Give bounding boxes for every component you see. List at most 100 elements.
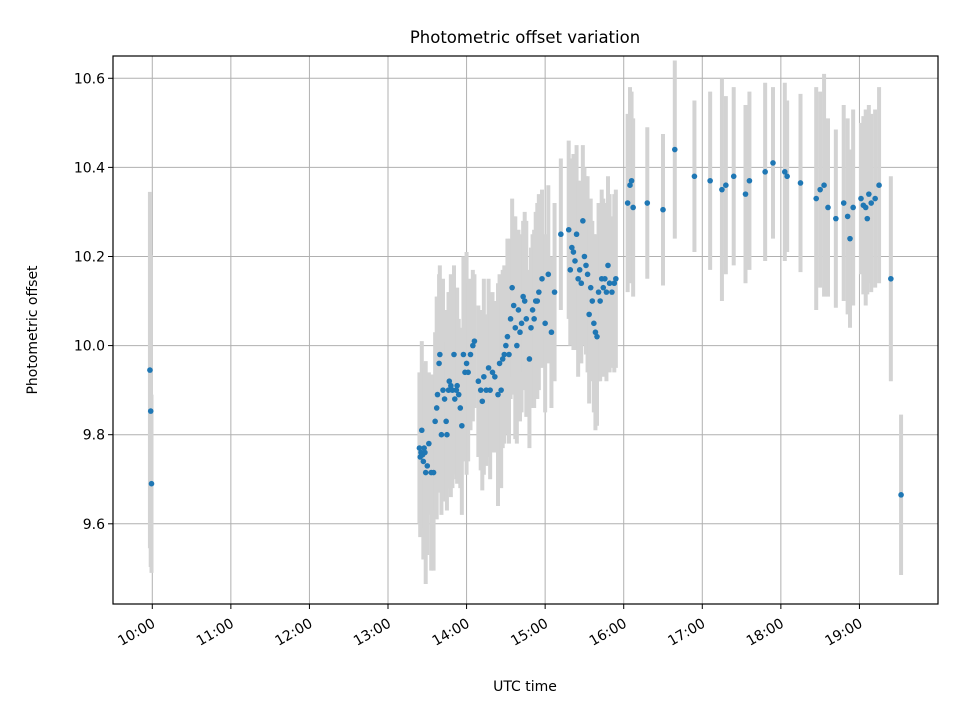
data-point bbox=[528, 324, 534, 331]
data-point bbox=[813, 195, 820, 202]
data-point bbox=[558, 231, 564, 238]
y-tick-label: 10.2 bbox=[74, 249, 105, 265]
data-point bbox=[498, 387, 504, 393]
data-point bbox=[416, 445, 423, 451]
data-point bbox=[605, 262, 611, 269]
data-points bbox=[147, 146, 904, 498]
data-point bbox=[644, 200, 651, 206]
data-point bbox=[422, 449, 428, 456]
data-point bbox=[479, 398, 486, 405]
data-point bbox=[523, 316, 530, 322]
data-point bbox=[723, 182, 729, 189]
data-point bbox=[840, 200, 847, 206]
data-point bbox=[499, 356, 506, 362]
data-point bbox=[539, 275, 545, 282]
data-point bbox=[606, 280, 613, 287]
data-point bbox=[589, 298, 596, 304]
data-point bbox=[570, 249, 577, 255]
data-point bbox=[514, 342, 520, 349]
data-point bbox=[443, 418, 449, 425]
data-point bbox=[898, 492, 904, 498]
data-point bbox=[446, 378, 453, 385]
data-point bbox=[536, 289, 542, 295]
data-point bbox=[572, 258, 578, 264]
data-point bbox=[467, 351, 474, 358]
data-point bbox=[503, 342, 509, 349]
data-point bbox=[592, 329, 599, 336]
data-point bbox=[477, 387, 484, 393]
data-point bbox=[147, 408, 154, 414]
data-point bbox=[847, 235, 853, 242]
data-point bbox=[762, 169, 768, 175]
data-point bbox=[707, 177, 713, 184]
data-point bbox=[422, 469, 429, 476]
data-point bbox=[449, 387, 456, 393]
data-point bbox=[825, 204, 831, 211]
data-point bbox=[147, 367, 153, 373]
data-point bbox=[470, 342, 476, 349]
data-point bbox=[781, 169, 788, 175]
data-point bbox=[821, 182, 827, 189]
data-point bbox=[451, 351, 457, 358]
data-point bbox=[628, 177, 635, 184]
data-point bbox=[430, 469, 437, 476]
data-point bbox=[565, 226, 572, 233]
data-point bbox=[510, 302, 517, 309]
data-point bbox=[434, 391, 441, 398]
data-point bbox=[691, 173, 698, 180]
data-point bbox=[471, 338, 478, 344]
data-point bbox=[507, 316, 514, 322]
data-point bbox=[455, 391, 462, 398]
data-point bbox=[485, 365, 492, 371]
data-point bbox=[627, 182, 633, 189]
data-point bbox=[521, 298, 528, 304]
data-point bbox=[575, 275, 581, 282]
data-point bbox=[440, 387, 446, 393]
y-tick-label: 10.0 bbox=[74, 339, 105, 355]
data-point bbox=[844, 213, 851, 220]
data-point bbox=[573, 231, 580, 238]
data-point bbox=[489, 369, 496, 376]
data-point bbox=[483, 387, 490, 393]
data-point bbox=[742, 191, 749, 197]
data-point bbox=[515, 307, 522, 313]
data-point bbox=[445, 387, 452, 393]
plot-frame bbox=[112, 55, 939, 605]
y-tick-label: 9.8 bbox=[83, 428, 105, 444]
data-point bbox=[457, 405, 464, 411]
data-point bbox=[730, 173, 737, 180]
y-tick-label: 10.4 bbox=[74, 160, 105, 176]
data-point bbox=[531, 316, 537, 322]
data-point bbox=[613, 275, 619, 282]
chart-title: Photometric offset variation bbox=[410, 28, 640, 47]
data-point bbox=[876, 182, 882, 189]
data-point bbox=[746, 177, 753, 184]
data-point bbox=[542, 320, 548, 327]
data-point bbox=[534, 298, 541, 304]
data-point bbox=[465, 369, 471, 376]
data-point bbox=[862, 204, 869, 211]
data-point bbox=[584, 271, 591, 278]
data-point bbox=[520, 293, 526, 300]
y-axis: 9.6 9.8 10.0 10.2 10.4 10.6 bbox=[74, 71, 113, 533]
data-point bbox=[459, 422, 465, 429]
data-point bbox=[421, 445, 427, 451]
data-point bbox=[597, 298, 603, 304]
data-point bbox=[501, 351, 508, 358]
data-point bbox=[578, 280, 585, 287]
data-point bbox=[512, 324, 519, 331]
data-point bbox=[594, 333, 600, 340]
data-point bbox=[492, 373, 498, 380]
data-point bbox=[509, 284, 515, 291]
data-point bbox=[545, 271, 552, 278]
y-axis-label: Photometric offset bbox=[25, 265, 41, 395]
x-axis-label: UTC time bbox=[493, 679, 557, 695]
data-point bbox=[454, 382, 460, 389]
data-point bbox=[624, 200, 631, 206]
data-point bbox=[518, 320, 525, 327]
data-point bbox=[567, 267, 574, 273]
data-point bbox=[770, 160, 776, 166]
data-point bbox=[420, 458, 427, 465]
data-point bbox=[850, 204, 856, 211]
